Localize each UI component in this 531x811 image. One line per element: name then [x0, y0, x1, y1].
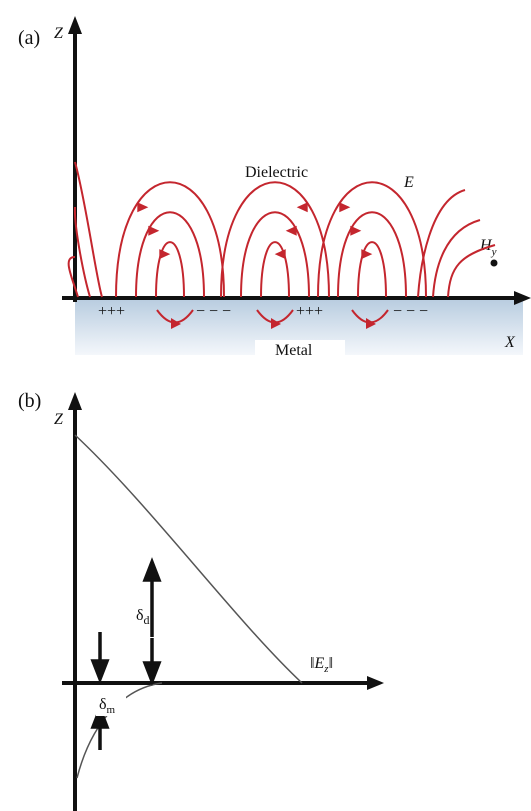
symbol: δ — [99, 696, 107, 713]
metal-label-bg — [255, 340, 345, 360]
magnetic-dot — [490, 259, 498, 267]
x-arrow — [367, 676, 384, 690]
subscript: d — [144, 613, 150, 627]
panel-a: (a) Z X Dielectric E Hy +++ − − − +++ − … — [18, 16, 531, 360]
field-label: E — [403, 174, 414, 191]
field-line — [447, 244, 496, 298]
label-bg — [96, 694, 126, 716]
z-arrow — [68, 16, 82, 34]
delta-m-label: δm — [99, 696, 116, 716]
field-line — [220, 181, 330, 298]
field-line — [337, 211, 407, 298]
field-arrow — [339, 202, 351, 213]
surface-arrow — [271, 318, 281, 329]
open: ‖ — [310, 655, 315, 672]
depth-arrows — [90, 557, 162, 750]
field-line — [357, 241, 387, 298]
field-line — [155, 241, 185, 298]
field-arrow — [274, 249, 286, 260]
field-magnitude-label: ‖Ez‖ — [310, 655, 333, 675]
field-arrow — [350, 225, 362, 236]
panel-label: (a) — [18, 27, 40, 49]
field-line — [317, 181, 427, 298]
panel-label: (b) — [18, 390, 41, 412]
field-line — [74, 161, 103, 298]
close: ‖ — [329, 655, 334, 672]
field-arrow — [361, 249, 373, 260]
subscript: m — [107, 704, 116, 716]
field-line — [260, 241, 290, 298]
subscript: z — [323, 663, 329, 675]
symbol: δ — [136, 607, 144, 624]
x-label: X — [504, 334, 516, 351]
field-arrow — [148, 225, 160, 236]
z-arrow — [68, 392, 82, 410]
charge: − − − — [196, 303, 231, 320]
dielectric-decay — [74, 434, 303, 684]
field-line — [67, 256, 79, 298]
z-label: Z — [54, 25, 64, 42]
field-line — [417, 189, 466, 298]
subscript: y — [491, 246, 497, 258]
panel-b: (b) Z δd δm ‖Ez‖ — [18, 390, 384, 811]
x-arrow — [514, 291, 531, 305]
symbol: E — [314, 655, 325, 672]
field-arrow — [296, 202, 308, 213]
field-line — [432, 219, 481, 298]
field-line — [115, 181, 225, 298]
field-line — [240, 211, 310, 298]
field-arrow — [159, 249, 171, 260]
metal-label: Metal — [275, 342, 313, 359]
surface-arrow — [171, 318, 181, 329]
field-arrow — [137, 202, 149, 213]
z-label: Z — [54, 411, 64, 428]
field-line — [73, 206, 91, 298]
delta-d-label: δd — [136, 607, 150, 627]
charge: − − − — [393, 303, 428, 320]
field-arrow — [285, 225, 297, 236]
dielectric-label: Dielectric — [245, 164, 308, 181]
field-line — [135, 211, 205, 298]
charge: +++ — [296, 303, 323, 320]
charge: +++ — [98, 303, 125, 320]
surface-arrow — [366, 318, 376, 329]
